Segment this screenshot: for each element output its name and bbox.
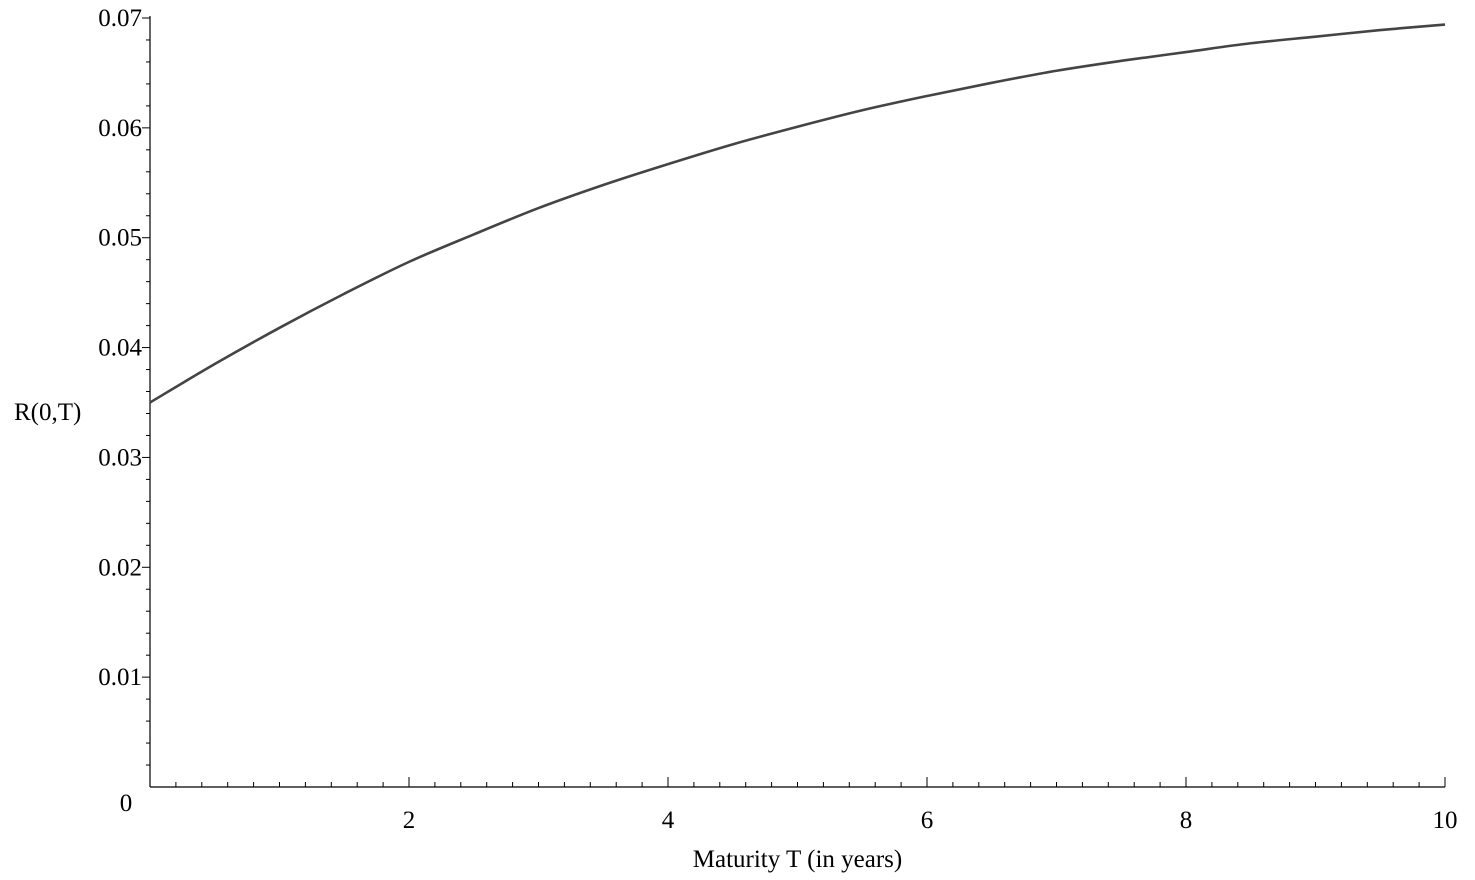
- y-tick-label: 0.03: [98, 444, 142, 471]
- series: [149, 23, 1446, 404]
- y-tick-label: 0.07: [98, 5, 142, 32]
- x-tick-label: 6: [921, 807, 934, 834]
- axes: [149, 16, 1445, 788]
- y-tick-label: 0.06: [98, 115, 142, 142]
- y-tick-label: 0.02: [98, 554, 142, 581]
- x-axis-title: Maturity T (in years): [693, 846, 902, 873]
- y-axis-title: R(0,T): [14, 399, 81, 426]
- yield-curve-line: [149, 23, 1446, 404]
- x-tick-label: 2: [403, 807, 416, 834]
- x-tick-label: 8: [1180, 807, 1193, 834]
- y-tick-label: 0.05: [98, 225, 142, 252]
- ticks: [142, 17, 1446, 787]
- tick-labels: 2 4 6 8 10 0.01 0.02 0.03 0.04 0.05 0.06 0.07: [98, 5, 1457, 834]
- x-tick-label: 10: [1433, 807, 1458, 834]
- y-tick-label: 0.01: [98, 664, 142, 691]
- origin-tick-label: 0: [120, 790, 133, 817]
- x-tick-label: 4: [662, 807, 675, 834]
- y-tick-label: 0.04: [98, 335, 142, 362]
